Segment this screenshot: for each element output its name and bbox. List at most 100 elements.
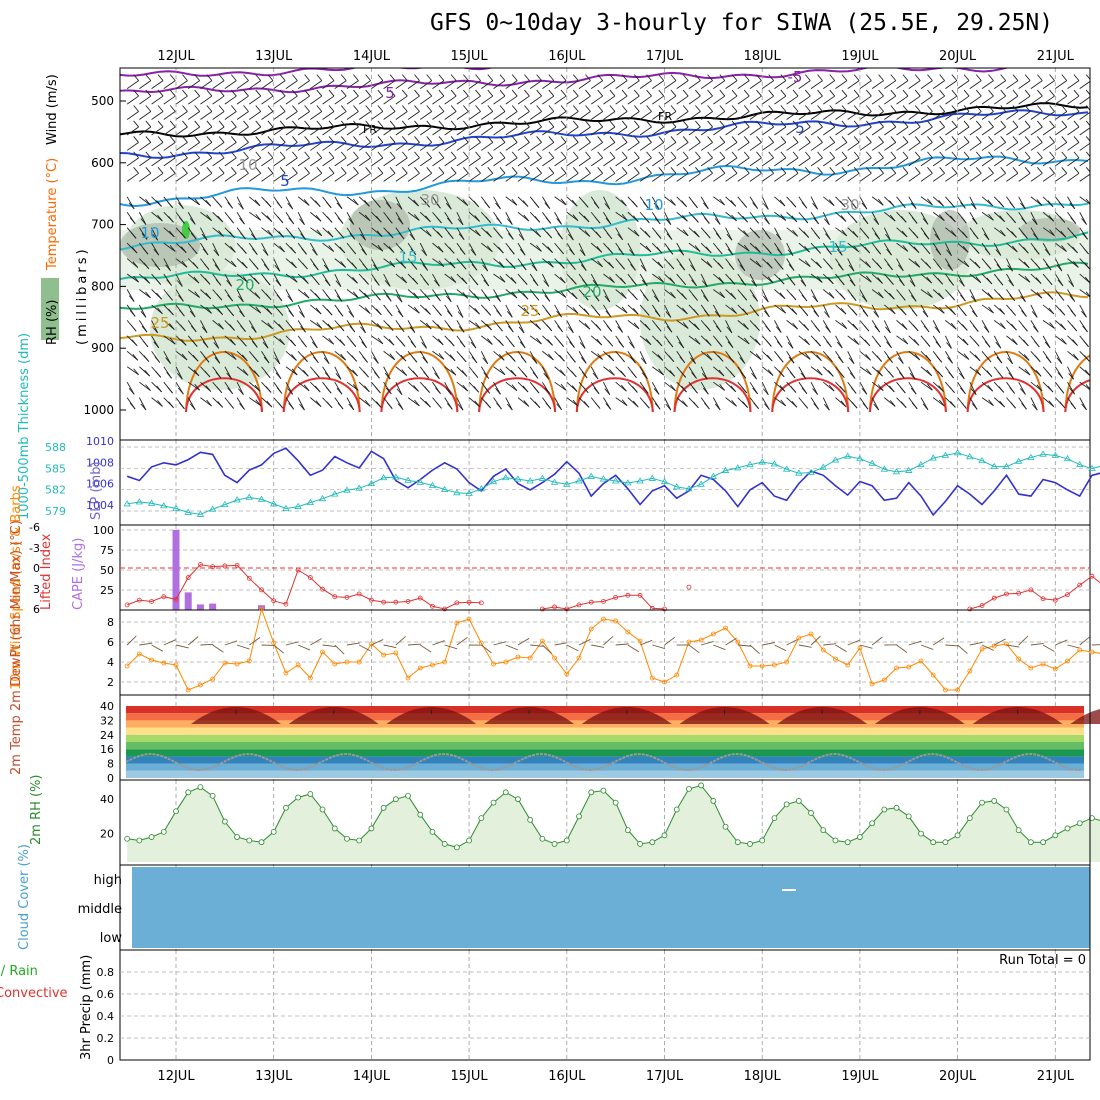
wind-barb-feather	[640, 357, 647, 365]
slp-tick-label: 1006	[86, 478, 114, 491]
wind-barb-feather	[278, 231, 285, 238]
wind-barb-feather	[267, 120, 274, 128]
wind-barb-feather	[463, 136, 469, 143]
wind-barb	[517, 211, 530, 222]
li-tick-label: -3	[29, 542, 40, 555]
wind-barb-feather	[214, 264, 221, 271]
wind-barb	[896, 242, 909, 252]
wind-barb-feather	[544, 387, 551, 395]
wind-barb-feather	[972, 232, 979, 240]
wind-barb	[945, 126, 958, 136]
wind-speed-point	[686, 639, 692, 645]
wind-barb	[603, 289, 611, 303]
wind-barb-feather	[1020, 202, 1026, 210]
y-tick-label: 800	[91, 279, 114, 293]
wind-barb-feather	[621, 292, 627, 299]
wind-barb-feather	[866, 368, 872, 376]
wind-barb	[1079, 80, 1090, 90]
wind-barb	[786, 227, 798, 237]
wind-barb-feather	[728, 356, 735, 363]
wind-barb-feather	[255, 151, 262, 159]
wind-speed-point	[564, 671, 570, 677]
wind-barb-feather	[762, 388, 769, 396]
wind-barb-feather	[996, 356, 1003, 364]
li-line	[127, 564, 482, 610]
wind-speed-point	[759, 663, 765, 669]
wind-barb-10m	[701, 640, 714, 646]
wind-barb	[700, 258, 713, 268]
wind-speed-point	[1089, 649, 1095, 655]
wind-barb-feather	[739, 264, 746, 272]
wind-barb-feather	[389, 167, 396, 174]
wind-barb-feather	[202, 248, 209, 256]
wind-barb-feather	[521, 278, 528, 285]
wind-barb-feather	[680, 371, 687, 378]
wind-barb	[517, 172, 530, 182]
wind-barb	[468, 80, 481, 90]
panel-frame	[119, 524, 1091, 611]
li-point	[1028, 587, 1034, 593]
temp-peak	[581, 707, 672, 724]
wind-barb-feather	[1095, 356, 1100, 362]
isotherm-warm	[771, 351, 850, 413]
wind-barb-feather	[194, 167, 201, 174]
wind-barb-feather	[1084, 262, 1090, 269]
wind-barb-feather	[145, 89, 152, 97]
wind-barb-feather	[304, 89, 310, 97]
wind-barb-feather	[776, 341, 783, 348]
wind-barb-feather	[434, 372, 440, 380]
wind-barb	[688, 80, 701, 90]
wind-barb-feather	[303, 291, 310, 299]
wind-barb-feather	[1049, 229, 1055, 237]
wind-barb-feather	[682, 167, 689, 174]
wind-barb	[126, 126, 139, 136]
wind-barb-feather	[218, 89, 225, 97]
wind-barb	[542, 111, 555, 120]
wind-barb-feather	[848, 357, 855, 365]
wind-barb-feather	[695, 89, 701, 97]
wind-barb	[639, 351, 647, 365]
rh-point	[942, 839, 949, 846]
wind-barb	[871, 397, 880, 411]
rh-point	[417, 811, 424, 818]
wind-barb	[835, 142, 848, 151]
wind-barb-feather	[1036, 120, 1043, 128]
wind-barb	[920, 126, 933, 136]
wind-barb-feather	[340, 261, 346, 268]
wind-barb-feather	[182, 136, 188, 143]
wind-barb-feather	[155, 278, 162, 285]
thickness-point	[892, 468, 901, 475]
wind-barb-feather	[377, 89, 384, 97]
wind-barb-feather	[572, 136, 579, 143]
wind-barb-feather	[582, 201, 589, 208]
wind-barb-10m	[1042, 644, 1055, 652]
wind-barb-feather	[1085, 291, 1090, 298]
wind-barb-feather	[519, 341, 526, 349]
wind-barb-feather	[300, 233, 306, 240]
wind-barb-feather	[975, 151, 982, 159]
wind-barb	[945, 80, 958, 90]
wind-barb-feather	[951, 105, 958, 112]
wind-barb	[737, 80, 750, 90]
wind-barb-feather	[960, 387, 966, 395]
wind-barb-feather	[717, 355, 724, 362]
wind-barb-feather	[506, 311, 513, 318]
wind-barb-feather	[621, 151, 628, 159]
wind-barb-feather	[726, 233, 733, 241]
wind-barb-feather	[727, 341, 734, 349]
wind-barb-feather	[435, 294, 441, 302]
thickness-point	[868, 459, 876, 466]
wind-barb-feather	[645, 245, 652, 253]
wind-barb-feather	[165, 264, 171, 272]
wind-barb-feather	[731, 167, 738, 174]
wind-barb-feather	[1048, 307, 1055, 315]
wind-barb-feather	[1070, 402, 1077, 410]
wind-barb	[163, 95, 176, 105]
wind-barb	[334, 95, 347, 105]
wind-barb-feather	[890, 120, 897, 128]
wind-barb-feather	[658, 89, 665, 97]
wind-barb-feather	[1034, 262, 1041, 270]
wind-barb-feather	[141, 325, 148, 333]
wind-barb	[187, 196, 200, 206]
wind-barb-feather	[414, 105, 420, 112]
